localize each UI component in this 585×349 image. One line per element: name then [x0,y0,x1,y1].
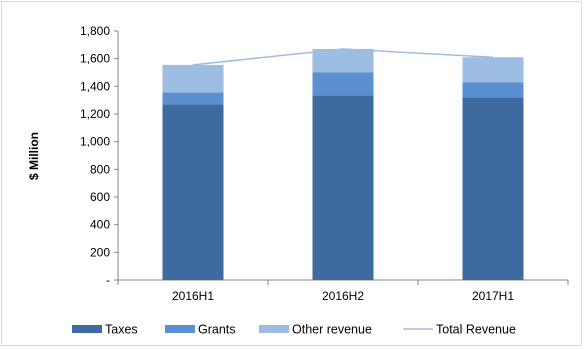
y-tick-label: 1,600 [80,52,110,66]
legend-swatch-grants [165,325,195,333]
bar-grants [312,72,374,96]
y-tick-label: 1,400 [80,79,110,93]
y-tick-label: 1,000 [80,135,110,149]
x-tick-label: 2016H1 [172,289,214,303]
legend: Taxes Grants Other revenue Total Revenue [72,323,516,337]
legend-swatch-taxes [72,325,102,333]
total-revenue-line-group [192,48,494,66]
x-ticks: 2016H1 2016H2 2017H1 [117,280,569,303]
bar-taxes [312,95,374,280]
legend-swatch-other-revenue [259,325,289,333]
bar-other-revenue [312,48,374,73]
bar-taxes [462,97,524,281]
x-tick-label: 2016H2 [322,289,364,303]
y-tick-label: - [106,273,110,287]
legend-label-other-revenue: Other revenue [292,323,372,337]
y-tick-label: 400 [90,218,110,232]
x-tick-label: 2017H1 [472,289,514,303]
y-tick-label: 600 [90,190,110,204]
bar-taxes [162,104,224,280]
y-tick-label: 1,800 [80,24,110,38]
y-tick-label: 200 [90,245,110,259]
bar-grants [462,82,524,98]
y-tick-label: 800 [90,162,110,176]
bar-other-revenue [462,57,524,83]
legend-label-total-revenue: Total Revenue [436,323,516,337]
bar-other-revenue [162,64,224,93]
y-axis-label: $ Million [27,132,41,180]
bars [162,48,524,281]
y-ticks: - 200 400 600 800 1,000 1,200 1,400 1,600 1,800 [80,24,118,287]
y-tick-label: 1,200 [80,107,110,121]
bar-grants [162,92,224,105]
legend-label-taxes: Taxes [105,323,138,337]
legend-label-grants: Grants [198,323,236,337]
total-revenue-line [192,48,494,66]
